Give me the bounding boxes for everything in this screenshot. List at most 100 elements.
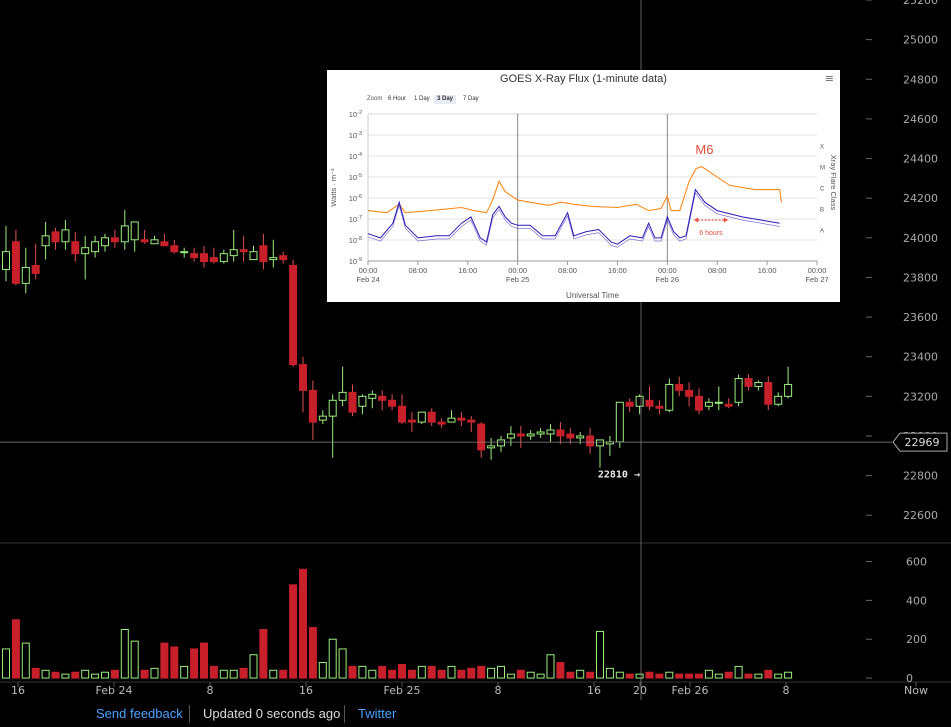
candle-body (704, 401, 713, 407)
x-tick-label: 16 (587, 684, 601, 697)
inset-x-tick-label: 08:00 (558, 266, 577, 275)
candle-body (734, 378, 743, 403)
volume-bar (477, 665, 486, 679)
candle-body (348, 391, 357, 413)
candle-body (655, 405, 664, 409)
x-tick-label: Feb 26 (672, 684, 709, 697)
y-tick-label: 22800 (903, 470, 938, 483)
candle-body (269, 257, 278, 261)
candle-body (328, 399, 337, 417)
zoom-3-day-button[interactable]: 3 Day (434, 95, 457, 104)
x-tick-label: 16 (299, 684, 313, 697)
xray-flux-inset: GOES X-Ray Flux (1-minute data) ≡ Zoom 6… (327, 70, 840, 302)
zoom-label: Zoom (367, 96, 383, 102)
inset-x-tick-label: 00:00 (658, 266, 677, 275)
volume-bar (348, 665, 357, 679)
volume-bar (685, 673, 694, 679)
candle-body (417, 411, 426, 423)
candle-body (41, 235, 50, 247)
volume-bar (2, 648, 10, 679)
volume-bar (190, 648, 199, 679)
candle-body (546, 429, 555, 435)
candle-body (556, 429, 565, 437)
y-tick-label: 22600 (903, 509, 938, 522)
inset-y-tick-label: 10-2 (349, 110, 362, 119)
candle-body (239, 249, 248, 253)
inset-short-flux-series (367, 188, 780, 245)
zoom-1-day-button[interactable]: 1 Day (414, 96, 430, 102)
volume-bar (170, 646, 179, 679)
volume-bar (11, 619, 20, 679)
candle-body (724, 403, 733, 407)
candle-body (289, 265, 298, 366)
menu-icon[interactable]: ≡ (824, 72, 834, 85)
volume-tick-label: 0 (906, 672, 913, 685)
candle-body (447, 417, 456, 423)
volume-bar (368, 669, 377, 679)
inset-flare-class: M (820, 166, 825, 172)
volume-bar (457, 669, 466, 679)
candlestick-series (2, 210, 793, 468)
volume-bar (784, 671, 793, 679)
volume-bar (675, 673, 684, 679)
candle-body (120, 225, 129, 243)
candle-body (11, 241, 20, 284)
candle-body (170, 245, 179, 253)
volume-bar (71, 671, 80, 679)
inset-date-label: Feb 25 (506, 275, 529, 284)
volume-tick-label: 400 (906, 594, 927, 607)
zoom-6-hour-button[interactable]: 6 Hour (388, 96, 407, 102)
twitter-link[interactable]: Twitter (358, 706, 397, 721)
candle-body (744, 378, 753, 387)
volume-bar (41, 669, 50, 679)
candle-body (675, 383, 684, 391)
volume-bar (714, 673, 723, 679)
inset-date-label: Feb 26 (656, 275, 679, 284)
volume-bar (180, 665, 189, 679)
candle-body (506, 433, 515, 439)
candle-body (21, 267, 30, 284)
volume-bar (645, 671, 654, 679)
inset-x-tick-label: 16:00 (608, 266, 627, 275)
candle-body (368, 393, 377, 399)
candle-body (497, 439, 505, 447)
volume-bar (269, 669, 278, 679)
candle-body (200, 253, 208, 263)
volume-bar (625, 673, 634, 679)
candle-body (576, 435, 585, 439)
candle-body (407, 419, 416, 423)
volume-bar (407, 669, 416, 679)
volume-bar (338, 648, 347, 679)
volume-bar (447, 665, 456, 679)
x-tick-label: 16 (11, 684, 25, 697)
candle-body (536, 431, 545, 435)
last-price-marker (892, 432, 948, 452)
volume-bar (516, 669, 525, 679)
y-tick-label: 23200 (903, 390, 938, 403)
volume-bar (81, 669, 90, 679)
volume-bar (209, 665, 218, 679)
xray-flux-plot: 10-210-310-410-510-610-710-810-900:00 08:… (329, 110, 838, 300)
candle-body (754, 381, 763, 387)
volume-bar (536, 673, 545, 679)
y-tick-label: 24800 (903, 73, 938, 86)
candle-body (81, 247, 90, 255)
candle-body (467, 419, 476, 423)
volume-bar (229, 669, 238, 679)
send-feedback-link[interactable]: Send feedback (96, 706, 183, 721)
volume-bar (120, 629, 129, 679)
inset-x-tick-label: 00:00 (359, 266, 378, 275)
candle-body (318, 415, 327, 421)
y-tick-label: 24400 (903, 153, 938, 166)
inset-flare-class: C (820, 187, 825, 193)
x-tick-label: Feb 24 (96, 684, 133, 697)
candle-body (774, 395, 783, 405)
candle-body (279, 255, 288, 261)
inset-x-tick-label: 00:00 (808, 266, 827, 275)
candle-body (249, 251, 258, 261)
zoom-7-day-button[interactable]: 7 Day (463, 96, 479, 102)
y-tick-label: 23800 (903, 271, 938, 284)
volume-bar (556, 662, 565, 679)
footer: Send feedback Updated 0 seconds ago Twit… (0, 700, 951, 727)
